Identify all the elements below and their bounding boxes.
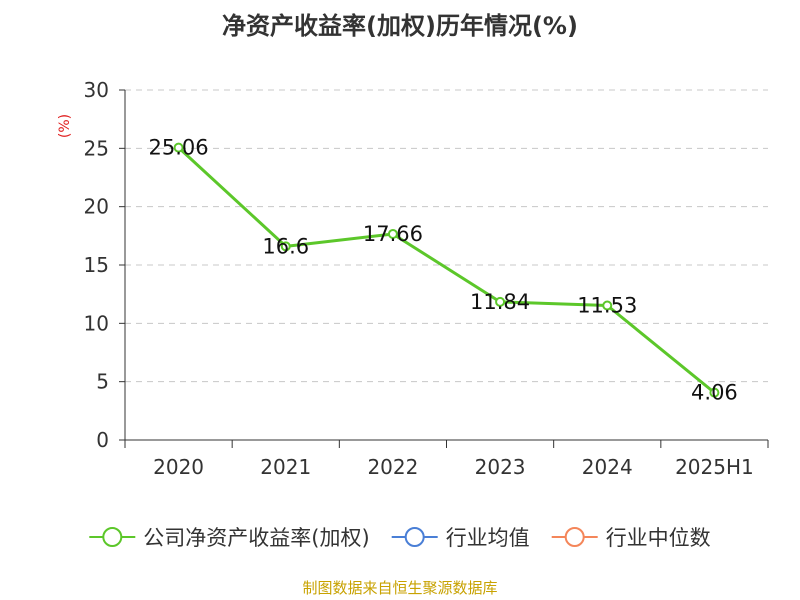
y-tick-label: 20 xyxy=(84,195,109,219)
y-tick-label: 0 xyxy=(96,428,109,452)
source-note: 制图数据来自恒生聚源数据库 xyxy=(302,579,498,597)
y-tick-label: 25 xyxy=(84,136,109,160)
data-point xyxy=(387,228,398,239)
x-tick-label: 2020 xyxy=(153,455,204,479)
data-label: 11.84 xyxy=(470,290,530,314)
y-tick-label: 30 xyxy=(84,78,109,102)
data-point xyxy=(280,241,291,252)
x-tick-label: 2024 xyxy=(582,455,633,479)
y-tick-label: 15 xyxy=(84,253,109,277)
series-line xyxy=(177,146,716,394)
y-axis-label: (%) xyxy=(57,114,73,138)
legend-label: 行业中位数 xyxy=(606,526,711,550)
data-label: 16.6 xyxy=(262,234,309,258)
data-point xyxy=(495,296,506,307)
y-tick-label: 5 xyxy=(96,370,109,394)
x-tick-label: 2022 xyxy=(367,455,418,479)
legend-circle-symbol xyxy=(564,527,585,547)
y-tick-label: 10 xyxy=(84,311,109,335)
data-label: 25.06 xyxy=(149,136,209,160)
legend-circle-symbol xyxy=(404,527,425,547)
legend-item: 公司净资产收益率(加权) xyxy=(89,526,370,550)
legend-item: 行业中位数 xyxy=(551,526,711,550)
chart-title: 净资产收益率(加权)历年情况(%) xyxy=(222,12,578,40)
legend: 公司净资产收益率(加权) 行业均值 行业中位数 xyxy=(89,526,711,550)
data-label: 17.66 xyxy=(363,222,423,246)
x-tick-label: 2021 xyxy=(260,455,311,479)
data-point xyxy=(709,387,720,398)
data-label: 11.53 xyxy=(577,293,637,317)
legend-label: 行业均值 xyxy=(446,526,530,550)
legend-circle-symbol xyxy=(102,527,123,547)
x-tick-label: 2025H1 xyxy=(675,455,754,479)
x-tick-label: 2023 xyxy=(475,455,526,479)
legend-label: 公司净资产收益率(加权) xyxy=(143,526,369,550)
data-point xyxy=(602,300,613,311)
legend-item: 行业均值 xyxy=(391,526,530,550)
data-label: 4.06 xyxy=(691,381,738,405)
data-point xyxy=(173,142,184,153)
